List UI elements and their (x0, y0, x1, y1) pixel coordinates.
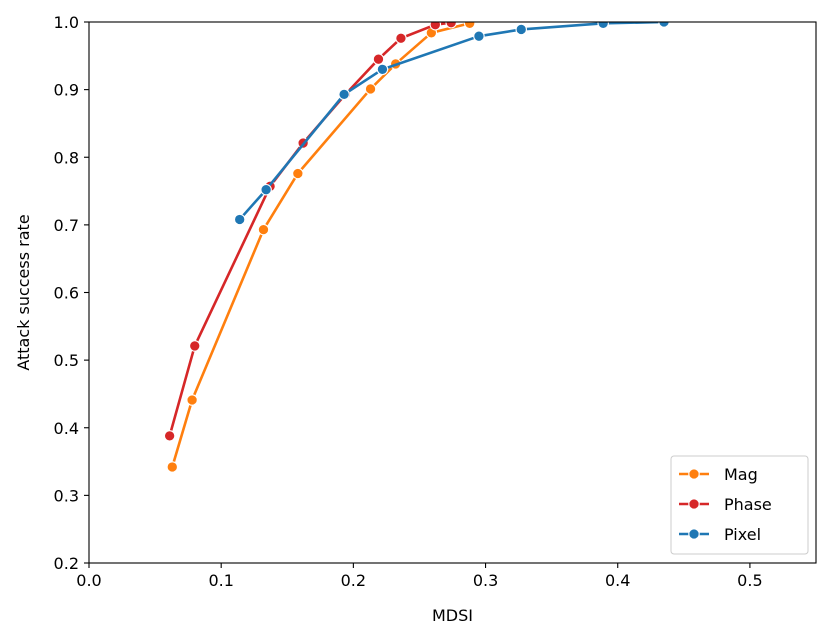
legend-label-phase: Phase (724, 495, 772, 514)
data-point-pixel-1 (260, 183, 272, 196)
data-point-phase-7 (429, 22, 442, 31)
legend: Mag Phase Pixel (670, 455, 809, 555)
series-layer (163, 22, 670, 473)
y-tick-label-4: 0.6 (54, 284, 79, 303)
series-mag (166, 22, 476, 473)
y-tick-label-3: 0.5 (54, 351, 79, 370)
legend-label-mag: Mag (724, 465, 758, 484)
legend-box (670, 455, 809, 555)
series-line-pixel (237, 22, 666, 222)
legend-marker-phase (688, 498, 700, 510)
data-point-mag-7 (463, 22, 476, 30)
legend-item-mag: Mag (679, 465, 758, 484)
y-tick-label-5: 0.7 (54, 216, 79, 235)
series-pixel (233, 22, 670, 226)
x-tick-label-0: 0.0 (76, 571, 101, 590)
data-point-mag-1 (186, 394, 198, 406)
y-tick-label-6: 0.8 (54, 148, 79, 167)
x-tick-label-1: 0.1 (208, 571, 233, 590)
x-tick-label-4: 0.4 (605, 571, 630, 590)
data-point-pixel-2 (338, 88, 350, 101)
legend-item-phase: Phase (679, 495, 772, 514)
y-tick-label-1: 0.3 (54, 486, 79, 505)
legend-label-pixel: Pixel (724, 525, 761, 544)
y-tick-label-0: 0.2 (54, 554, 79, 573)
data-point-mag-0 (166, 461, 179, 473)
y-axis-label: Attack success rate (14, 214, 33, 370)
x-tick-label-3: 0.3 (473, 571, 498, 590)
data-point-pixel-4 (473, 30, 485, 42)
data-point-pixel-3 (376, 63, 389, 76)
legend-item-pixel: Pixel (679, 525, 761, 544)
data-point-phase-0 (163, 430, 176, 442)
series-phase (163, 22, 457, 442)
data-point-phase-5 (372, 53, 385, 65)
data-point-phase-1 (188, 340, 201, 352)
y-tick-label-7: 0.9 (54, 81, 79, 100)
data-point-phase-8 (445, 22, 457, 29)
series-line-mag (170, 22, 472, 469)
data-point-pixel-5 (515, 23, 527, 36)
legend-marker-pixel (688, 528, 700, 540)
series-line-phase (168, 22, 453, 438)
data-point-mag-4 (364, 83, 377, 95)
data-point-pixel-7 (658, 22, 670, 28)
x-tick-label-2: 0.2 (341, 571, 366, 590)
data-point-pixel-6 (597, 22, 609, 30)
y-tick-label-2: 0.4 (54, 419, 79, 438)
axes-layer: 0.0 0.1 0.2 0.3 0.4 0.5 0.2 0.3 0.4 0.5 0.6 0.7 0.8 0… (54, 13, 817, 590)
data-point-phase-6 (395, 32, 407, 44)
data-point-mag-2 (257, 223, 270, 236)
x-tick-label-5: 0.5 (737, 571, 762, 590)
y-tick-label-8: 1.0 (54, 13, 79, 32)
data-point-mag-3 (292, 167, 304, 180)
data-point-pixel-0 (233, 213, 246, 226)
x-axis-label: MDSI (432, 606, 473, 625)
legend-marker-mag (688, 468, 700, 480)
